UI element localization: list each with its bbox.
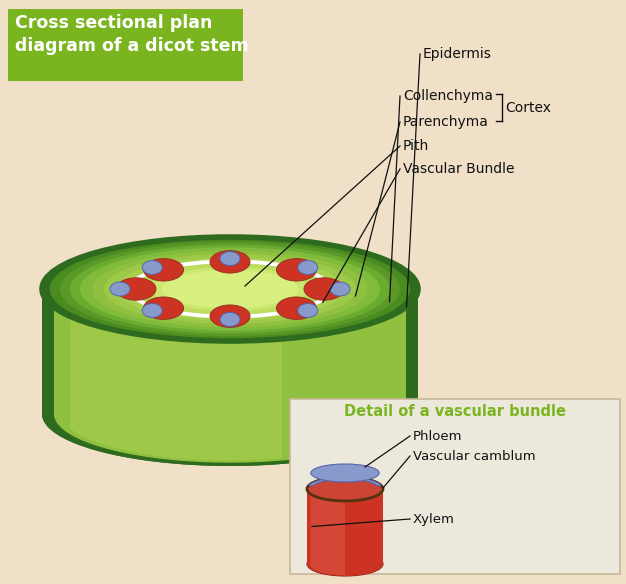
Ellipse shape: [70, 245, 390, 333]
Ellipse shape: [110, 282, 130, 296]
Ellipse shape: [142, 260, 162, 274]
Ellipse shape: [307, 552, 383, 576]
Polygon shape: [70, 303, 282, 460]
FancyBboxPatch shape: [290, 399, 620, 574]
Ellipse shape: [116, 258, 344, 321]
Ellipse shape: [42, 237, 418, 341]
Ellipse shape: [60, 242, 400, 336]
Text: Vascular camblum: Vascular camblum: [413, 450, 536, 463]
Ellipse shape: [304, 278, 344, 300]
Ellipse shape: [92, 251, 368, 327]
Polygon shape: [42, 289, 418, 466]
Ellipse shape: [142, 304, 162, 318]
Ellipse shape: [210, 305, 250, 328]
Ellipse shape: [128, 261, 332, 317]
Ellipse shape: [80, 248, 380, 331]
Ellipse shape: [50, 239, 410, 339]
Ellipse shape: [172, 273, 288, 305]
Ellipse shape: [277, 297, 317, 319]
Text: Detail of a vascular bundle: Detail of a vascular bundle: [344, 404, 566, 419]
Text: Epidermis: Epidermis: [423, 47, 492, 61]
Text: Cross sectional plan
diagram of a dicot stem: Cross sectional plan diagram of a dicot …: [15, 14, 249, 55]
Ellipse shape: [104, 254, 356, 324]
Ellipse shape: [307, 477, 383, 501]
FancyBboxPatch shape: [8, 9, 243, 81]
Ellipse shape: [298, 304, 318, 318]
Polygon shape: [309, 477, 381, 486]
Ellipse shape: [210, 251, 250, 273]
Ellipse shape: [277, 259, 317, 281]
Ellipse shape: [298, 260, 318, 274]
Ellipse shape: [330, 282, 350, 296]
Ellipse shape: [310, 464, 379, 482]
Ellipse shape: [140, 264, 320, 314]
Ellipse shape: [143, 259, 183, 281]
Text: Pith: Pith: [403, 139, 429, 153]
Text: Cortex: Cortex: [505, 100, 551, 114]
Polygon shape: [310, 491, 345, 575]
Polygon shape: [54, 289, 406, 463]
Text: Collenchyma: Collenchyma: [403, 89, 493, 103]
Text: Vascular Bundle: Vascular Bundle: [403, 162, 515, 176]
Ellipse shape: [116, 278, 156, 300]
Text: Parenchyma: Parenchyma: [403, 115, 489, 129]
Ellipse shape: [42, 362, 418, 466]
Ellipse shape: [152, 267, 308, 311]
Text: Phloem: Phloem: [413, 429, 463, 443]
Ellipse shape: [220, 252, 240, 266]
Ellipse shape: [220, 312, 240, 326]
Text: Xylem: Xylem: [413, 513, 455, 526]
Ellipse shape: [143, 297, 183, 319]
Ellipse shape: [162, 270, 298, 308]
Polygon shape: [307, 489, 383, 576]
